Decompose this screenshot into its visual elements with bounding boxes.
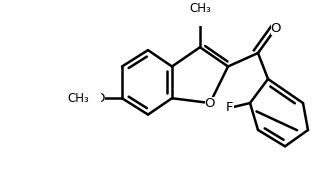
Text: O: O xyxy=(205,96,215,110)
Text: CH₃: CH₃ xyxy=(189,2,211,15)
Text: F: F xyxy=(226,101,234,114)
Text: CH₃: CH₃ xyxy=(67,92,89,105)
Text: O: O xyxy=(95,92,105,105)
Text: O: O xyxy=(271,21,281,35)
